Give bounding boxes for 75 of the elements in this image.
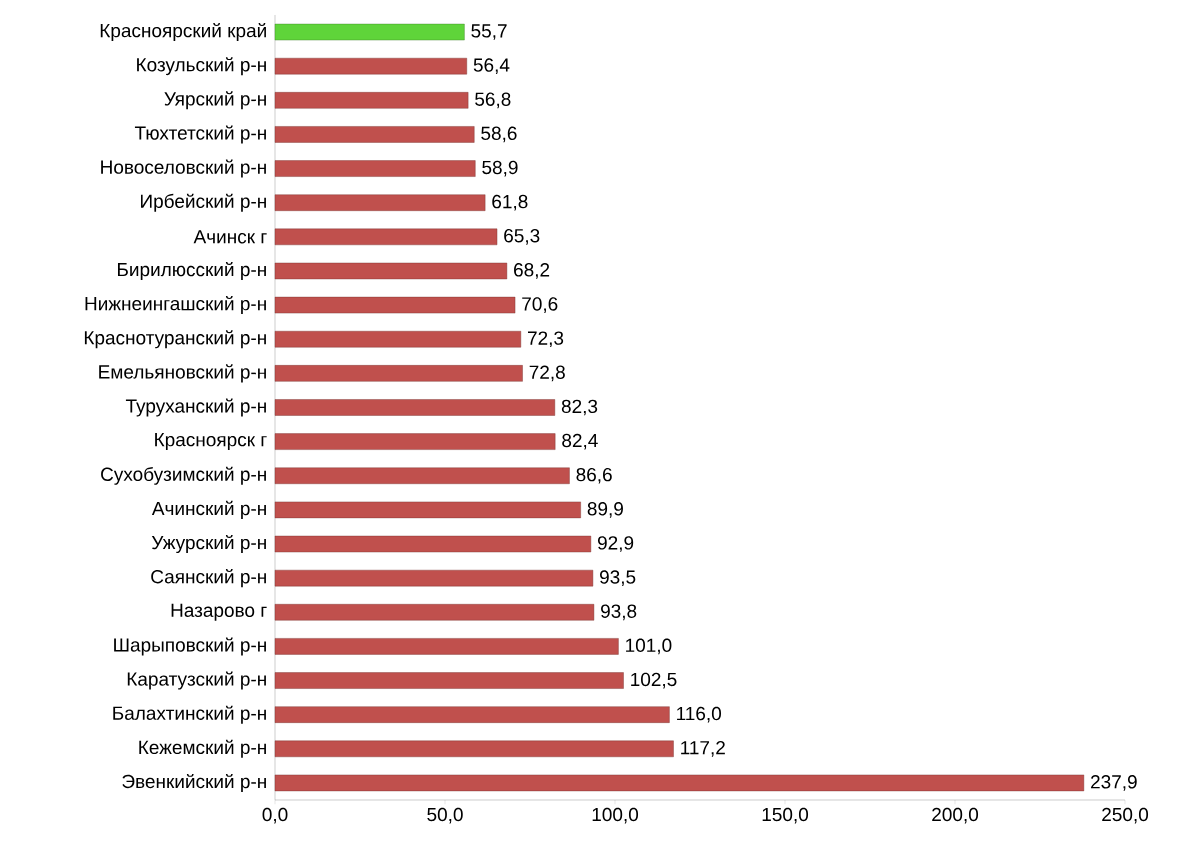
bar (274, 228, 498, 246)
y-tick-label: Балахтинский р-н (113, 705, 266, 724)
y-tick-label: Нижнеингашский р-н (85, 296, 266, 315)
bar (274, 399, 556, 416)
data-label: 117,2 (681, 740, 725, 757)
bar (274, 774, 1085, 792)
y-tick-label: Саянский р-н (151, 569, 266, 588)
bar (274, 194, 486, 211)
data-label: 101,0 (626, 638, 672, 655)
y-tick-label: Краснотуранский р-н (84, 330, 266, 349)
data-label: 68,2 (514, 263, 550, 279)
x-tick-label: 0,0 (262, 807, 288, 824)
x-tick-label: 100,0 (592, 807, 639, 824)
data-label: 82,3 (561, 399, 598, 416)
data-label: 65,3 (504, 228, 540, 245)
y-tick-label: Красноярск г (155, 433, 267, 451)
bar (274, 638, 619, 655)
x-tick-label: 200,0 (932, 807, 979, 824)
y-tick-label: Ачинск г (193, 230, 267, 244)
data-label: 56,4 (473, 58, 510, 75)
y-tick-label: Ачинский р-н (151, 500, 266, 519)
data-label: 93,5 (600, 570, 636, 586)
bar (274, 57, 467, 75)
x-tick-label: 150,0 (762, 807, 809, 824)
data-label: 116,0 (677, 706, 722, 723)
bar (274, 331, 522, 348)
y-tick-label: Туруханский р-н (125, 398, 266, 417)
bar (274, 365, 523, 382)
bar (274, 604, 595, 621)
bar (274, 535, 592, 553)
bar (274, 262, 508, 280)
bar (274, 433, 556, 450)
data-label: 93,8 (601, 604, 637, 621)
bar (274, 467, 570, 484)
data-label: 82,4 (562, 433, 598, 450)
y-tick-label: Сухобузимский р-н (101, 466, 266, 485)
y-tick-label: Тюхтетский р-н (134, 125, 266, 144)
y-tick-label: Емельяновский р-н (99, 364, 266, 383)
data-label: 72,8 (529, 365, 565, 382)
bar (274, 126, 475, 143)
y-tick-label: Уярский р-н (164, 91, 266, 110)
bar (274, 672, 624, 689)
data-label: 70,6 (522, 297, 558, 313)
y-tick-label: Новоселовский р-н (101, 159, 266, 178)
bar (274, 92, 469, 109)
y-tick-label: Ирбейский р-н (141, 193, 266, 212)
data-label: 72,3 (528, 331, 564, 348)
bar (274, 706, 670, 723)
y-tick-label: Козульский р-н (137, 57, 266, 76)
y-tick-label: Эвенкийский р-н (122, 773, 266, 792)
x-tick-label: 250,0 (1102, 807, 1149, 824)
data-label: 56,8 (475, 92, 511, 109)
data-label: 61,8 (492, 194, 528, 211)
data-label: 92,9 (597, 536, 634, 552)
data-label: 58,6 (481, 126, 517, 143)
y-tick-label: Шарыповский р-н (114, 637, 266, 656)
bar (274, 740, 674, 757)
x-tick-label: 50,0 (427, 807, 463, 824)
data-label: 102,5 (631, 672, 677, 689)
y-tick-label: Каратузский р-н (127, 671, 266, 690)
y-tick-label: Назарово г (171, 603, 267, 621)
bar (274, 160, 476, 177)
y-tick-label: Ужурский р-н (151, 534, 266, 554)
bar (274, 569, 594, 587)
y-tick-label: Кежемский р-н (139, 739, 266, 758)
bar (274, 23, 465, 41)
data-label: 89,9 (587, 502, 623, 518)
y-tick-label: Красноярский край (100, 23, 266, 42)
bar (274, 296, 516, 314)
data-label: 55,7 (471, 24, 507, 40)
bar (274, 501, 581, 519)
data-label: 237,9 (1091, 775, 1137, 791)
y-tick-label: Бирилюсский р-н (117, 261, 266, 280)
data-label: 58,9 (482, 160, 518, 177)
data-label: 86,6 (576, 467, 612, 484)
